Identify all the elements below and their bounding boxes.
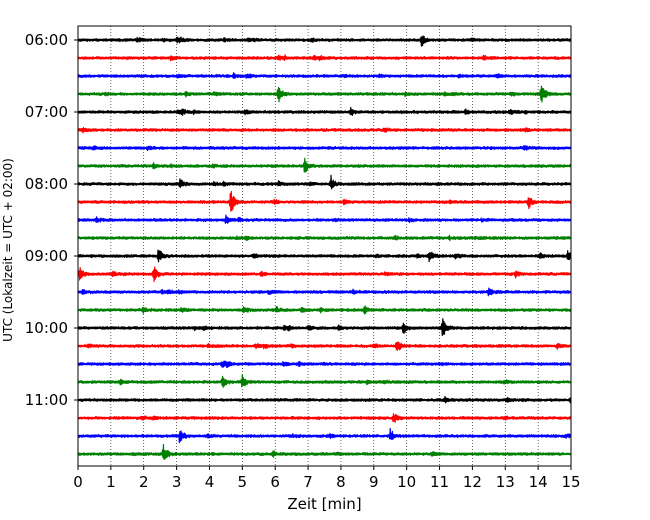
seismic-trace [77,145,572,152]
seismic-trace [77,127,572,134]
y-axis-ticks: 06:00 07:00 08:00 09:00 10:00 11:00 [25,31,78,409]
x-tick-label: 9 [369,473,379,491]
x-tick-label: 10 [397,473,416,491]
x-tick-label: 4 [205,473,215,491]
x-tick-label: 8 [336,473,346,491]
x-tick-label: 2 [139,473,149,491]
x-tick-label: 3 [172,473,182,491]
seismic-trace [77,443,572,461]
seismic-trace [77,341,572,351]
seismic-trace [77,249,572,263]
y-tick-label: 10:00 [25,319,68,337]
seismic-traces [77,35,572,461]
seismic-trace [77,72,572,79]
x-tick-label: 7 [303,473,313,491]
seismic-trace [77,395,572,404]
x-tick-label: 5 [238,473,248,491]
y-axis-label: UTC (Lokalzeit = UTC + 02:00) [1,158,15,342]
seismic-trace [77,360,572,368]
seismic-trace [77,214,572,224]
seismic-trace [77,234,572,242]
y-tick-label: 11:00 [25,391,68,409]
y-tick-label: 07:00 [25,103,68,121]
plot-frame [77,25,572,467]
x-tick-label: 12 [463,473,482,491]
y-tick-label: 08:00 [25,175,68,193]
y-tick-label: 09:00 [25,247,68,265]
seismic-trace [77,174,572,190]
x-tick-label: 14 [529,473,548,491]
x-tick-label: 1 [106,473,116,491]
y-tick-label: 06:00 [25,31,68,49]
x-tick-label: 11 [430,473,449,491]
x-tick-label: 15 [561,473,580,491]
seismic-trace [77,266,572,283]
seismic-trace [77,35,572,47]
seismic-trace [77,318,572,337]
seismic-trace [77,85,572,103]
seismic-trace [77,157,572,173]
x-tick-label: 0 [73,473,83,491]
seismic-trace [77,106,572,116]
seismic-trace [77,287,572,297]
seismic-trace [77,54,572,62]
x-axis-ticks: 0 1 2 3 4 5 6 7 8 9 10 11 12 13 14 15 [73,466,581,491]
x-tick-label: 6 [270,473,280,491]
seismic-trace [77,374,572,388]
seismic-trace [77,413,572,423]
seismic-trace [77,305,572,315]
x-tick-label: 13 [496,473,515,491]
x-axis-label: Zeit [min] [287,495,361,513]
seismic-trace [77,428,572,444]
seismic-trace [77,190,572,212]
